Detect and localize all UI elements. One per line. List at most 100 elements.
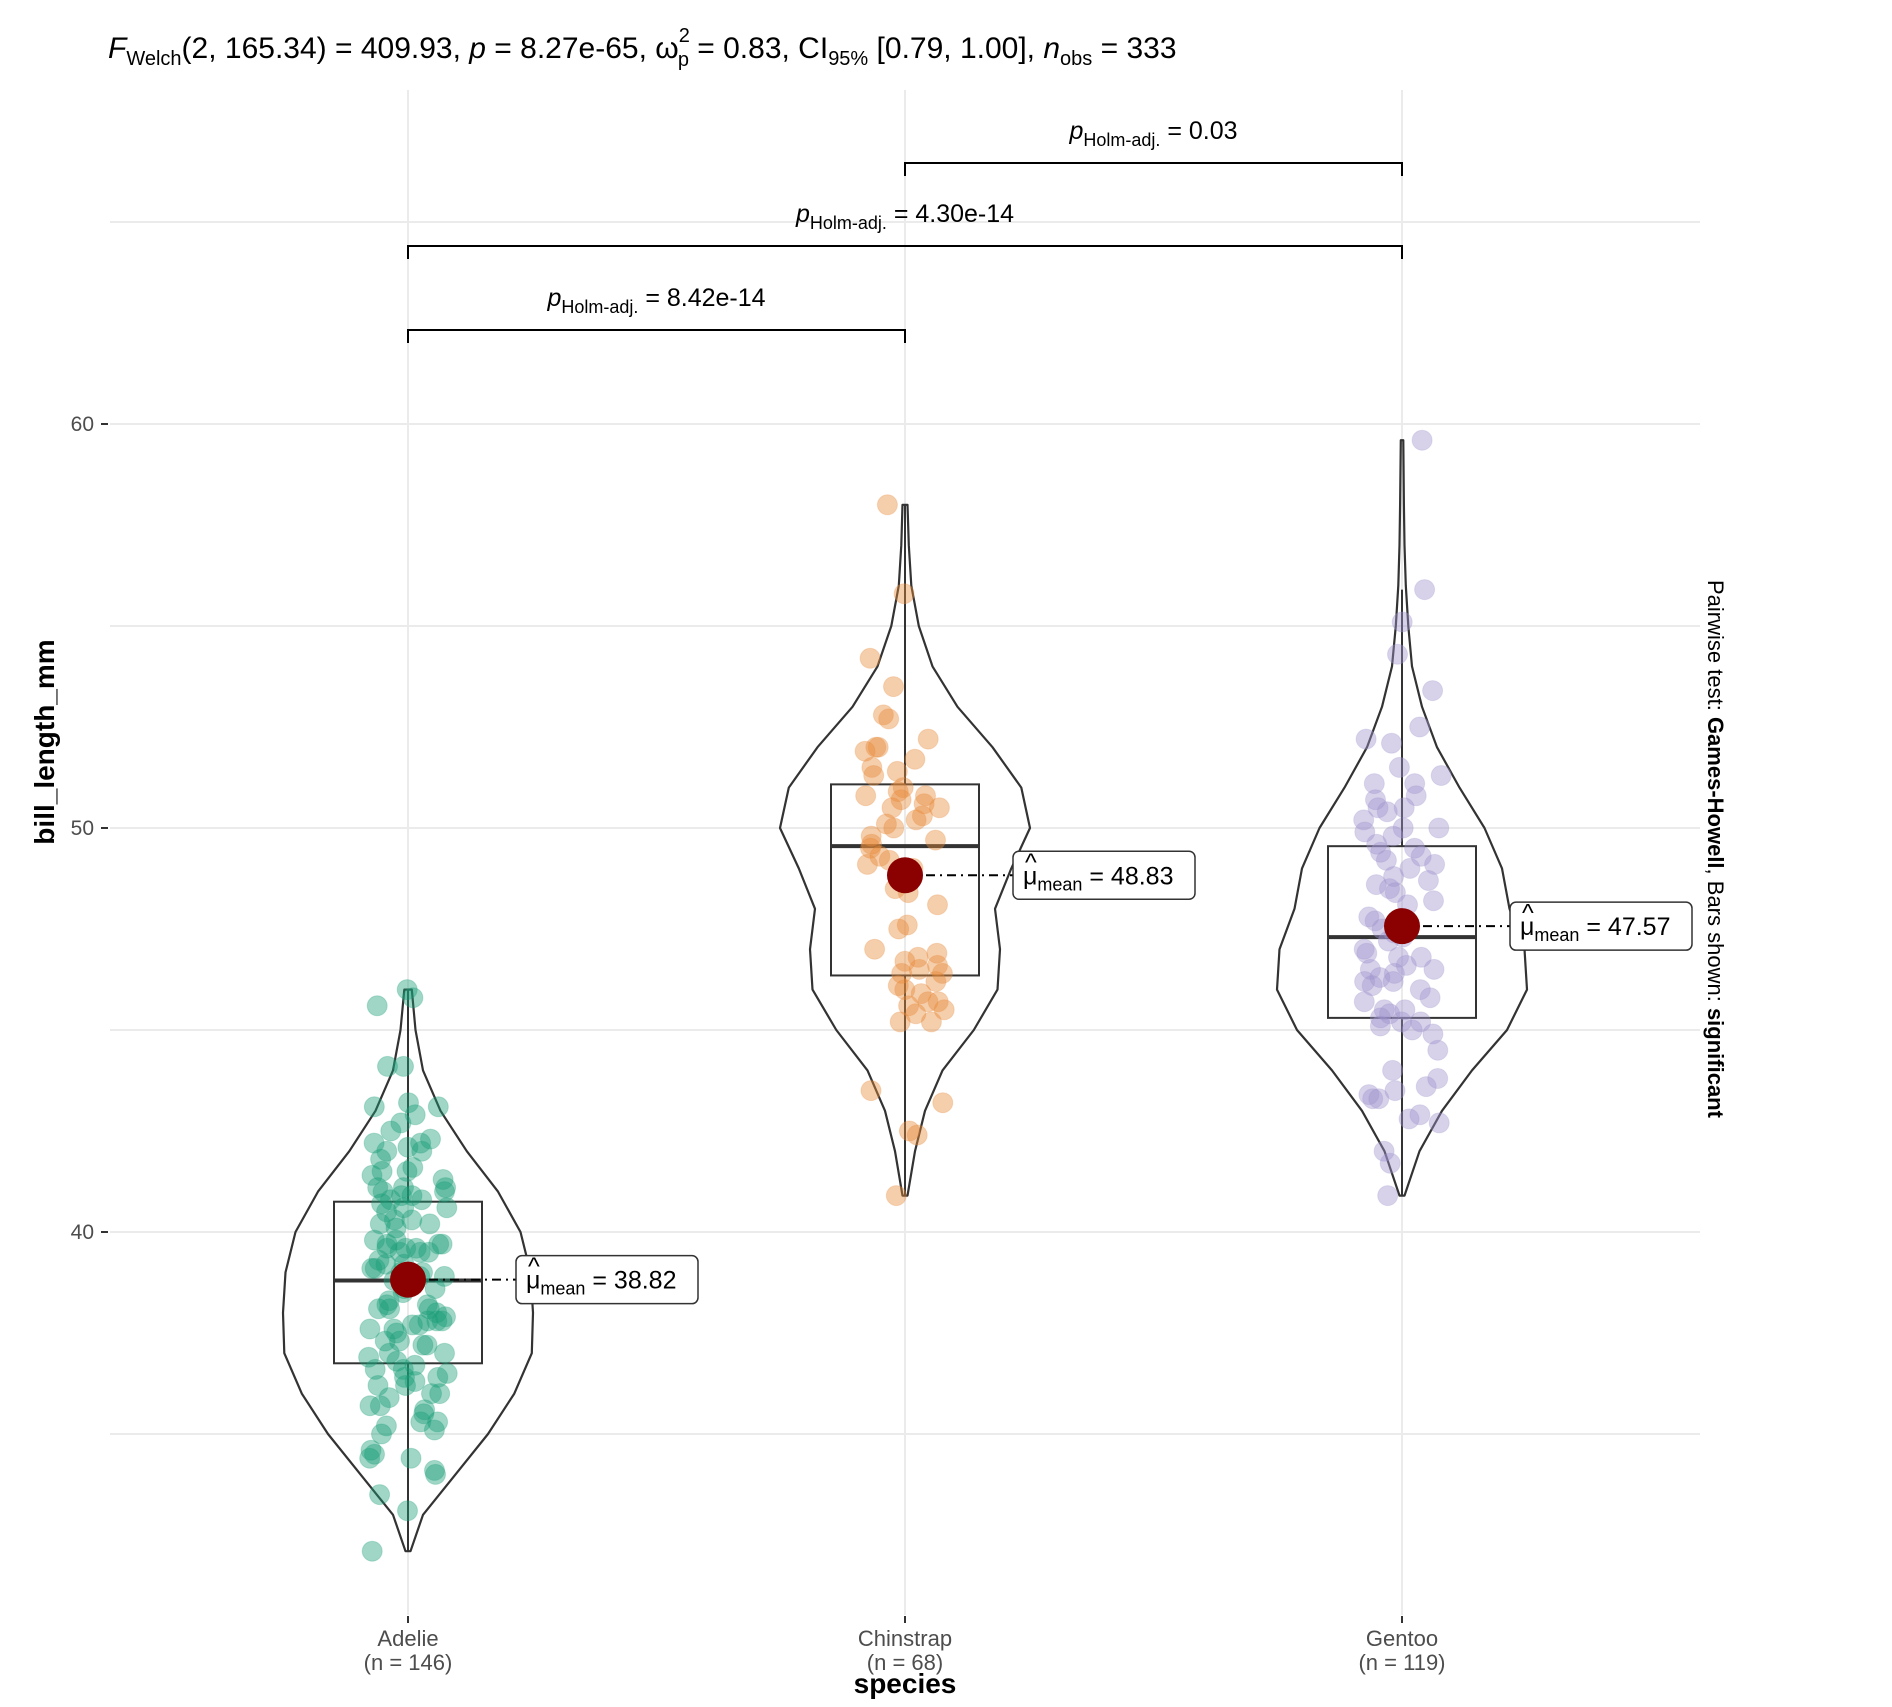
- data-point: [376, 1237, 398, 1259]
- data-point: [898, 1120, 920, 1142]
- data-point: [856, 853, 878, 875]
- data-point: [1373, 1140, 1395, 1162]
- mean-point-gentoo: [1384, 908, 1420, 945]
- data-point: [369, 1213, 391, 1235]
- data-point: [1382, 825, 1404, 847]
- data-point: [368, 1298, 389, 1320]
- data-point: [1424, 853, 1446, 875]
- data-point: [418, 1241, 440, 1263]
- data-point: [380, 1189, 401, 1211]
- data-point: [371, 1160, 393, 1182]
- data-point: [1399, 857, 1421, 879]
- data-point: [1398, 1108, 1420, 1130]
- data-point: [854, 740, 876, 762]
- data-point: [378, 1290, 400, 1312]
- data-point: [417, 1310, 439, 1332]
- data-point: [883, 817, 905, 839]
- mean-sub: mean: [540, 1279, 585, 1299]
- data-point: [1379, 878, 1400, 900]
- x-tick-n-adelie: (n = 146): [364, 1650, 453, 1675]
- data-point: [359, 1447, 381, 1469]
- data-point: [1384, 882, 1406, 904]
- data-point: [392, 1358, 414, 1380]
- data-point: [888, 918, 910, 940]
- data-point: [860, 825, 882, 847]
- caption-bars: significant: [1703, 1008, 1728, 1119]
- data-point: [1353, 938, 1375, 960]
- data-point: [1390, 1011, 1412, 1033]
- data-point: [855, 785, 877, 807]
- data-point: [911, 805, 933, 827]
- data-point: [904, 748, 926, 770]
- caption: Pairwise test: Games-Howell, Bars shown:…: [1703, 580, 1728, 1119]
- box-gentoo: [1327, 845, 1477, 1019]
- data-point: [1382, 971, 1404, 992]
- data-point: [398, 1092, 419, 1114]
- bracket-p-sub: Holm-adj.: [561, 297, 638, 317]
- subtitle-n-symbol: n: [1043, 32, 1060, 65]
- mean-point-adelie: [390, 1261, 426, 1298]
- data-point: [869, 845, 891, 867]
- data-point: [915, 785, 936, 807]
- subtitle-n-sub: obs: [1060, 48, 1092, 70]
- bracket-p-symbol: p: [795, 200, 810, 228]
- data-point: [366, 995, 388, 1017]
- data-point: [1373, 999, 1395, 1021]
- data-point: [386, 1350, 408, 1372]
- data-point: [361, 1540, 383, 1562]
- data-point: [360, 1439, 382, 1461]
- data-point: [883, 676, 904, 698]
- data-point: [400, 1447, 422, 1469]
- bracket-label: pHolm-adj. = 0.03: [1068, 117, 1237, 150]
- data-point: [867, 736, 889, 758]
- data-point: [875, 813, 897, 835]
- data-point: [369, 1484, 391, 1506]
- data-point: [925, 829, 946, 851]
- data-point: [889, 1011, 911, 1033]
- data-point: [886, 760, 908, 782]
- data-point: [374, 1330, 396, 1352]
- data-point: [429, 1383, 451, 1405]
- data-point: [364, 1358, 386, 1380]
- data-point: [383, 1318, 405, 1340]
- mean-symbol: μ: [1023, 862, 1037, 890]
- data-point: [881, 797, 903, 819]
- data-point: [358, 1346, 380, 1368]
- data-point: [885, 1185, 907, 1207]
- data-point: [925, 971, 947, 992]
- data-point: [1414, 579, 1436, 601]
- data-point: [908, 958, 930, 980]
- subtitle-ci-value: [0.79, 1.00],: [868, 32, 1043, 65]
- data-point: [376, 1233, 398, 1255]
- data-point: [1423, 890, 1444, 912]
- data-point: [1376, 801, 1398, 823]
- data-point: [894, 950, 916, 972]
- data-point: [1377, 1185, 1399, 1207]
- data-point: [383, 1209, 405, 1231]
- data-point: [389, 1241, 411, 1263]
- data-point: [1415, 1076, 1437, 1098]
- data-point: [363, 1096, 385, 1118]
- data-point: [1370, 841, 1392, 863]
- data-point: [363, 1132, 385, 1154]
- data-point: [428, 1233, 450, 1255]
- data-point: [372, 1181, 394, 1203]
- mean-hat: ^: [1522, 899, 1534, 927]
- data-point: [1388, 756, 1410, 778]
- data-point: [390, 1112, 412, 1134]
- data-point: [364, 1443, 385, 1465]
- data-point: [1361, 975, 1383, 997]
- data-point: [1394, 999, 1416, 1021]
- data-point: [898, 995, 920, 1017]
- data-point: [427, 1096, 449, 1118]
- data-point: [927, 894, 948, 916]
- data-point: [890, 789, 912, 811]
- data-point: [436, 1362, 458, 1384]
- data-point: [878, 708, 900, 730]
- data-point: [1362, 1088, 1384, 1110]
- y-axis: 40 50 60: [71, 413, 108, 1244]
- data-point: [376, 1294, 398, 1316]
- data-point: [426, 1310, 448, 1332]
- caption-prefix: Pairwise test:: [1703, 580, 1728, 717]
- data-point: [416, 1334, 438, 1356]
